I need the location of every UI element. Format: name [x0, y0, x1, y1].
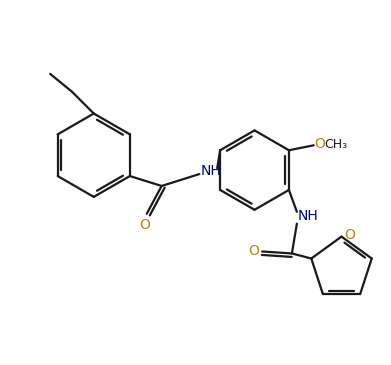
Text: NH: NH [298, 209, 319, 223]
Text: O: O [139, 218, 150, 232]
Text: O: O [344, 228, 355, 242]
Text: O: O [248, 245, 258, 258]
Text: NH: NH [200, 164, 221, 178]
Text: CH₃: CH₃ [325, 138, 348, 151]
Text: O: O [315, 137, 326, 151]
